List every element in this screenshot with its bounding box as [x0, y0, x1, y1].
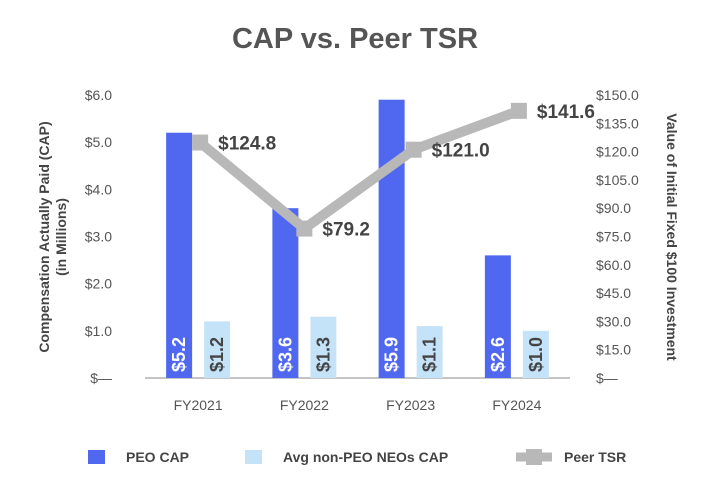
- legend-swatch: [245, 450, 262, 464]
- x-axis-category-label: FY2024: [492, 397, 541, 413]
- labels-layer: $5.2 $3.6 $5.9 $2.6 $1.2 $1.3 $1.1 $1.0 $124.8 $7…: [169, 102, 595, 372]
- peo-cap-bar: [484, 255, 511, 378]
- legend-label: PEO CAP: [126, 449, 189, 465]
- left-axis-subtitle: (in Millions): [53, 198, 69, 276]
- legend-label: Avg non-PEO NEOs CAP: [283, 449, 448, 465]
- x-axis-category-label: FY2022: [280, 397, 329, 413]
- bars-layer: [166, 99, 549, 378]
- right-axis-tick-label: $60.0: [596, 257, 631, 273]
- left-axis-tick-label: $2.0: [85, 276, 112, 292]
- peer-tsr-label: $79.2: [322, 220, 370, 241]
- peo-cap-bar-label: $5.2: [169, 337, 189, 372]
- neo-cap-bar: [416, 326, 443, 378]
- right-axis-tick-label: $105.0: [596, 172, 639, 188]
- x-axis-category-label: FY2021: [174, 397, 223, 413]
- right-axis-title: Value of Initial Fixed $100 Investment: [664, 113, 680, 361]
- peer-tsr-label: $121.0: [432, 141, 490, 162]
- legend-swatch: [88, 450, 105, 464]
- left-axis-title: Compensation Actually Paid (CAP): [36, 121, 52, 352]
- peer-tsr-marker: [510, 102, 527, 119]
- peo-cap-bar-label: $3.6: [275, 337, 295, 372]
- right-axis-tick-label: $150.0: [596, 87, 639, 103]
- peer-tsr-label: $124.8: [218, 134, 276, 155]
- line-layer: [192, 102, 527, 237]
- left-axis-tick-label: $4.0: [85, 181, 112, 197]
- right-axis-tick-label: $30.0: [596, 313, 631, 329]
- peer-tsr-line: [196, 106, 521, 235]
- right-axis-tick-label: $90.0: [596, 200, 631, 216]
- peer-tsr-marker: [192, 134, 209, 151]
- neo-cap-bar-label: $1.1: [420, 337, 440, 372]
- legend-label: Peer TSR: [564, 449, 626, 465]
- left-axis-tick-label: $6.0: [85, 87, 112, 103]
- left-axis-tick-label: $5.0: [85, 134, 112, 150]
- peo-cap-bar-label: $2.6: [488, 337, 508, 372]
- left-axis-tick-label: $1.0: [85, 323, 112, 339]
- right-axis-tick-label: $75.0: [596, 229, 631, 245]
- right-axis-tick-label: $135.0: [596, 115, 639, 131]
- legend-line-marker: [526, 449, 542, 465]
- peo-cap-bar: [166, 132, 193, 378]
- chart-title: CAP vs. Peer TSR: [232, 23, 478, 55]
- peer-tsr-marker: [296, 220, 313, 237]
- neo-cap-bar: [522, 330, 549, 378]
- right-axis-tick-label: $120.0: [596, 144, 639, 160]
- neo-cap-bar: [204, 321, 231, 378]
- neo-cap-bar-label: $1.0: [526, 337, 546, 372]
- peo-cap-bar-label: $5.9: [382, 337, 402, 372]
- neo-cap-bar-label: $1.2: [207, 337, 227, 372]
- peer-tsr-marker: [405, 141, 422, 158]
- left-axis-tick-label: $3.0: [85, 229, 112, 245]
- left-axis-tick-label: $—: [90, 370, 112, 386]
- x-axis-category-label: FY2023: [386, 397, 435, 413]
- peo-cap-bar: [272, 208, 299, 378]
- axes-layer: $— $1.0 $2.0 $3.0 $4.0 $5.0 $6.0 $— $15.0 $30.0 $4…: [36, 87, 680, 413]
- peo-cap-bar: [378, 99, 405, 378]
- right-axis-tick-label: $15.0: [596, 342, 631, 358]
- peer-tsr-label: $141.6: [537, 102, 595, 123]
- legend: PEO CAP Avg non-PEO NEOs CAP Peer TSR: [88, 449, 626, 465]
- right-axis-tick-label: $—: [596, 370, 618, 386]
- right-axis-tick-label: $45.0: [596, 285, 631, 301]
- neo-cap-bar: [310, 316, 337, 378]
- neo-cap-bar-label: $1.3: [313, 337, 333, 372]
